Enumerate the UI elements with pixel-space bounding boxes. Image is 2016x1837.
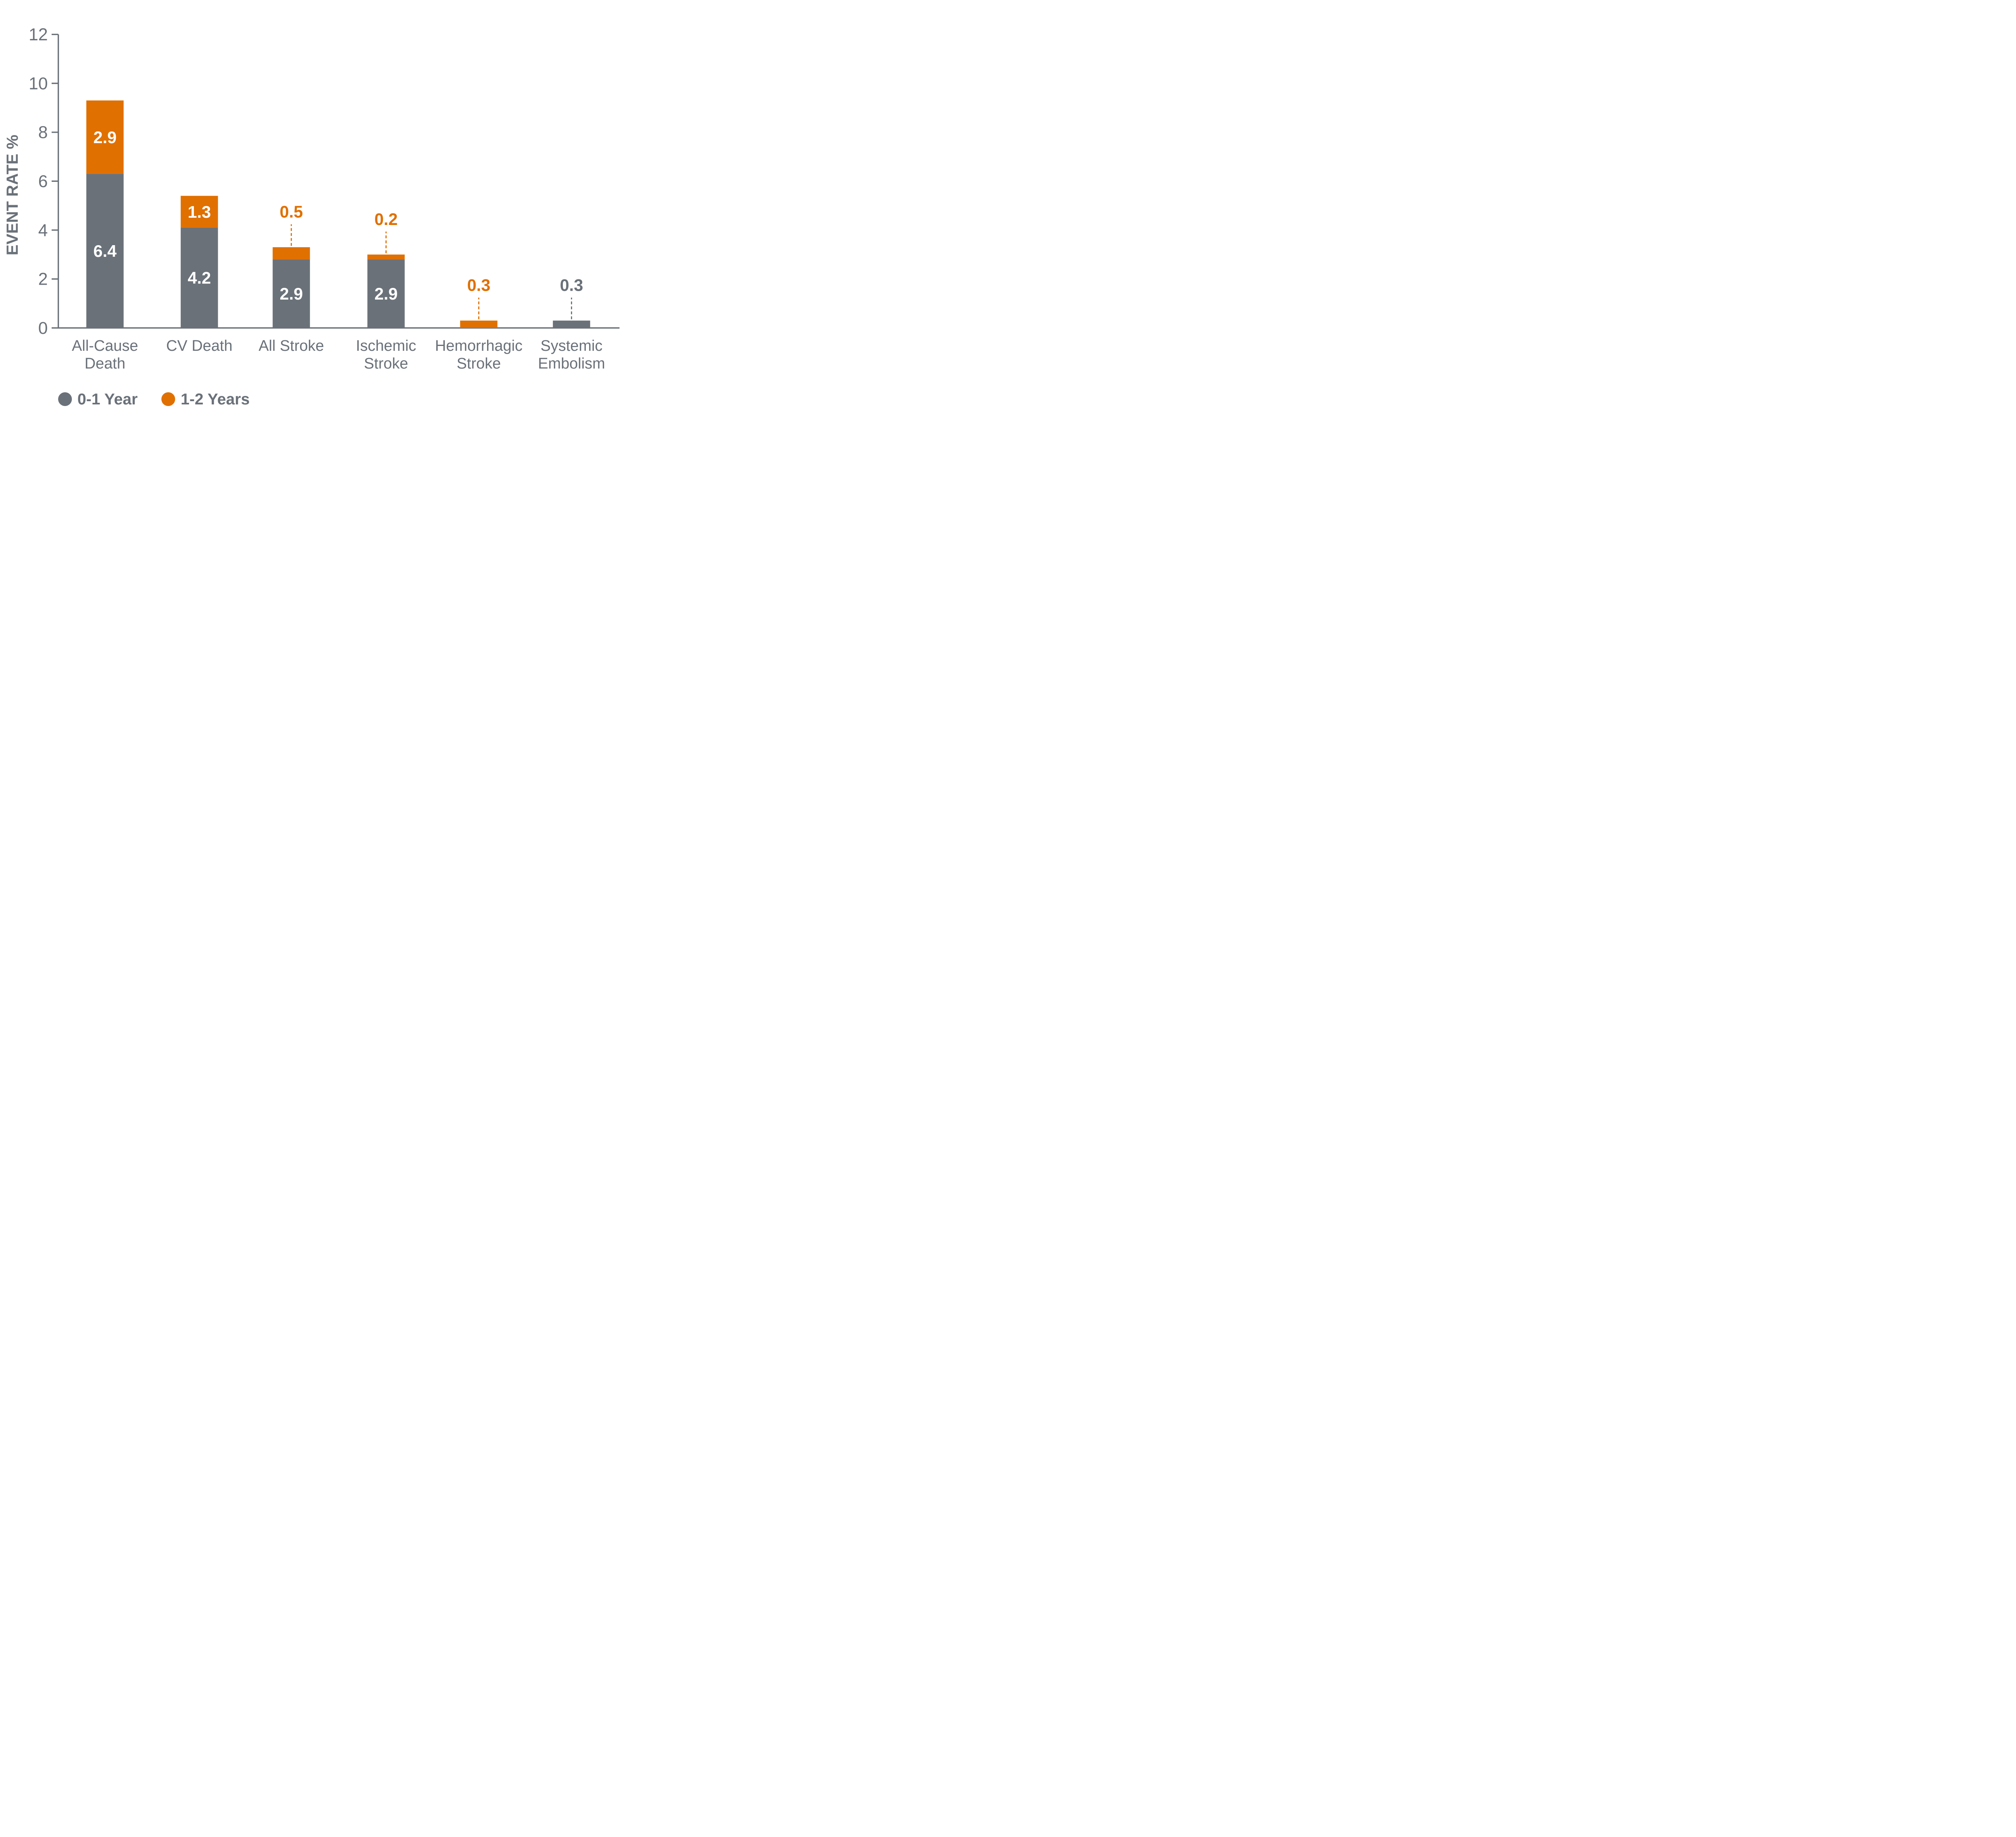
labels-layer: 6.4 4.2 2.9 2.9 0.3 2.9 1.3 0.5 0.2 0.3 bbox=[94, 128, 583, 319]
legend-marker bbox=[58, 392, 72, 406]
bar-segment-1-2-years bbox=[86, 100, 124, 174]
data-label: 0.3 bbox=[560, 276, 583, 295]
data-label: 4.2 bbox=[188, 269, 211, 287]
stacked-bar-chart: 0 2 4 6 8 10 12 All-Cause Death CV Death All Strok… bbox=[3, 25, 620, 408]
axes-layer: 0 2 4 6 8 10 12 All-Cause Death CV Death All Strok… bbox=[29, 25, 620, 372]
bar-segment-0-1-year bbox=[86, 174, 124, 328]
data-label: 2.9 bbox=[375, 284, 398, 303]
x-category-label: Hemorrhagic Stroke bbox=[435, 337, 523, 372]
bar-segment-0-1-year bbox=[273, 259, 310, 328]
y-tick-label: 4 bbox=[38, 221, 48, 240]
x-category-label: All Stroke bbox=[258, 337, 324, 354]
y-tick-label: 12 bbox=[29, 25, 48, 44]
y-tick-label: 8 bbox=[38, 123, 48, 142]
data-label: 0.3 bbox=[467, 276, 491, 295]
data-label: 0.2 bbox=[375, 210, 398, 229]
bar-segment-1-2-years bbox=[460, 321, 498, 328]
data-label: 6.4 bbox=[94, 242, 117, 260]
chart-container: 0 2 4 6 8 10 12 All-Cause Death CV Death All Strok… bbox=[0, 0, 627, 435]
data-label: 1.3 bbox=[188, 202, 211, 221]
legend-label: 0-1 Year bbox=[77, 391, 137, 408]
bar-segment-0-1-year bbox=[553, 321, 590, 328]
legend-label: 1-2 Years bbox=[181, 391, 250, 408]
y-tick-label: 6 bbox=[38, 172, 48, 191]
bar-segment-1-2-years bbox=[367, 254, 405, 260]
y-axis-title: EVENT RATE % bbox=[3, 135, 21, 255]
bar-segment-0-1-year bbox=[367, 259, 405, 328]
data-label: 2.9 bbox=[94, 128, 117, 147]
bar-segment-1-2-years bbox=[273, 247, 310, 260]
bars-layer bbox=[86, 100, 590, 328]
x-category-label: Systemic Embolism bbox=[538, 337, 605, 372]
x-category-label: CV Death bbox=[166, 337, 232, 354]
y-tick-label: 0 bbox=[38, 319, 48, 338]
bar-segment-1-2-years bbox=[181, 196, 218, 228]
y-tick-label: 10 bbox=[29, 74, 48, 93]
x-category-label: Ischemic Stroke bbox=[356, 337, 417, 372]
legend-layer: 0-1 Year 1-2 Years bbox=[58, 391, 250, 408]
y-tick-label: 2 bbox=[38, 270, 48, 289]
x-category-label: All-Cause Death bbox=[72, 337, 138, 372]
legend-marker bbox=[161, 392, 175, 406]
data-label: 2.9 bbox=[280, 284, 303, 303]
data-label: 0.5 bbox=[280, 202, 303, 221]
bar-segment-0-1-year bbox=[181, 227, 218, 328]
